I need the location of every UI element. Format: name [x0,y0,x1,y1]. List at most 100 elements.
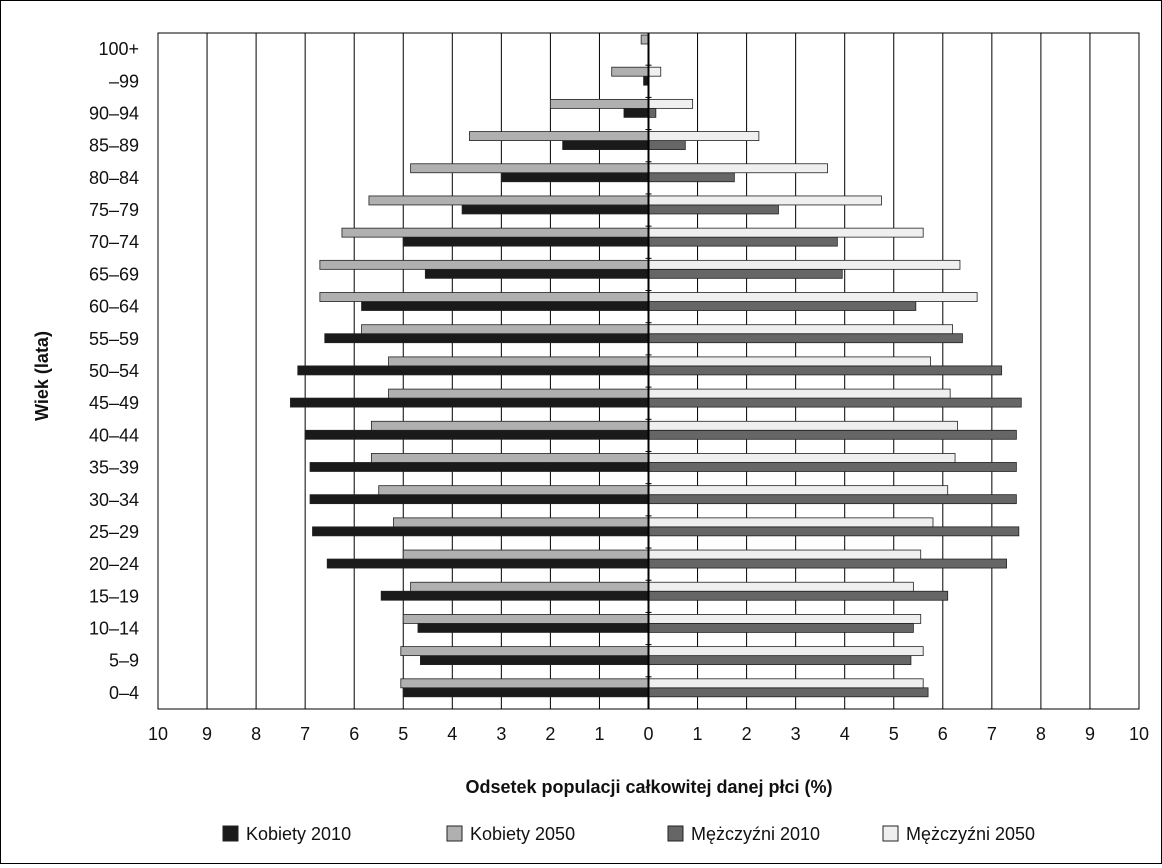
bar-mężczyźni-2010-11 [648,333,963,344]
y-tick-label: 15–19 [89,586,139,606]
y-tick-label: 30–34 [89,490,139,510]
bar-kobiety-2050-17 [469,131,649,141]
bar-kobiety-2050-18 [550,98,649,109]
bar-mężczyźni-2010-7 [648,462,1017,472]
axes [645,32,652,710]
bar-mężczyźni-2010-6 [648,494,1017,505]
bars [290,34,1022,698]
x-tick-label: 3 [496,724,506,744]
bar-mężczyźni-2050-19 [648,66,662,77]
bar-kobiety-2050-1 [400,646,649,657]
x-tick-label: 6 [349,724,359,744]
x-tick-label: 7 [300,724,310,744]
bar-mężczyźni-2050-5 [648,517,934,528]
bar-kobiety-2050-6 [378,485,649,496]
x-tick-label: 8 [1036,724,1046,744]
bar-kobiety-2050-2 [402,614,649,624]
bar-mężczyźni-2050-13 [648,259,961,270]
bar-mężczyźni-2010-15 [648,204,779,215]
x-tick-label: 10 [148,724,168,744]
legend-label: Kobiety 2010 [246,824,351,844]
bar-kobiety-2010-3 [380,590,649,601]
bar-mężczyźni-2010-1 [648,655,912,666]
bar-kobiety-2050-19 [611,66,649,77]
bar-mężczyźni-2010-4 [648,558,1007,569]
x-tick-label: 6 [938,724,948,744]
x-tick-label: 2 [545,724,555,744]
bar-kobiety-2010-6 [309,494,649,505]
x-tick-label: 1 [594,724,604,744]
legend: Kobiety 2010 Kobiety 2050 Mężczyźni 2010 Mę… [222,824,1035,844]
bar-kobiety-2010-0 [402,687,649,698]
bar-kobiety-2050-10 [388,356,649,367]
bar-mężczyźni-2010-0 [648,687,929,698]
y-tick-label: 40–44 [89,425,139,445]
bar-kobiety-2050-16 [410,163,649,174]
bar-mężczyźni-2010-2 [648,623,914,633]
y-tick-label: 70–74 [89,232,139,252]
bar-kobiety-2050-15 [368,195,649,206]
x-tick-label: 0 [643,724,653,744]
y-tick-label: 55–59 [89,329,139,349]
bar-kobiety-2010-16 [500,172,649,183]
legend-label: Mężczyźni 2050 [906,824,1035,844]
legend-swatch [446,825,463,842]
bar-mężczyźni-2010-14 [648,236,838,247]
bar-kobiety-2010-2 [417,623,649,633]
bar-kobiety-2050-5 [393,517,649,528]
bar-kobiety-2010-11 [324,333,649,344]
x-tick-label: 1 [693,724,703,744]
bar-mężczyźni-2010-9 [648,397,1022,408]
bar-mężczyźni-2050-14 [648,227,924,238]
y-tick-label: 5–9 [109,651,139,671]
bar-kobiety-2050-8 [370,420,649,431]
bar-mężczyźni-2010-12 [648,301,917,311]
bar-mężczyźni-2050-9 [648,388,951,399]
bar-kobiety-2010-8 [304,429,649,440]
bar-kobiety-2010-5 [312,526,649,537]
bar-kobiety-2010-13 [424,268,649,279]
legend-label: Mężczyźni 2010 [691,824,820,844]
y-tick-label: 50–54 [89,361,139,381]
x-tick-label: 5 [398,724,408,744]
legend-label: Kobiety 2050 [470,824,575,844]
bar-kobiety-2010-15 [461,204,649,215]
bar-mężczyźni-2050-0 [648,678,924,689]
bar-kobiety-2010-18 [623,107,649,118]
bar-mężczyźni-2050-4 [648,549,922,560]
bar-mężczyźni-2050-8 [648,420,958,431]
x-tick-label: 9 [1085,724,1095,744]
y-tick-label: 60–64 [89,297,139,317]
bar-mężczyźni-2050-7 [648,453,956,463]
y-tick-label: 10–14 [89,619,139,639]
bar-kobiety-2010-10 [297,365,649,376]
bar-mężczyźni-2010-8 [648,429,1017,440]
bar-kobiety-2050-11 [361,324,649,335]
x-tick-label: 9 [202,724,212,744]
y-tick-label: 25–29 [89,522,139,542]
y-tick-label: 75–79 [89,200,139,220]
bar-mężczyźni-2050-12 [648,292,978,302]
bar-mężczyźni-2050-17 [648,131,760,141]
bar-mężczyźni-2050-18 [648,98,694,109]
y-tick-label: 0–4 [109,683,139,703]
x-tick-labels: 10 9 8 7 6 5 4 3 2 1 0 1 2 3 4 5 6 7 8 9 10 [148,724,1149,744]
x-tick-label: 4 [447,724,457,744]
x-tick-label: 8 [251,724,261,744]
x-tick-label: 5 [889,724,899,744]
x-tick-label: 10 [1129,724,1149,744]
bar-kobiety-2010-12 [361,301,649,311]
bar-kobiety-2010-1 [420,655,649,666]
bar-mężczyźni-2050-15 [648,195,882,206]
x-tick-label: 4 [840,724,850,744]
bar-mężczyźni-2050-2 [648,614,922,624]
x-axis-title: Odsetek populacji całkowitej danej płci … [465,777,832,797]
y-tick-label: 85–89 [89,136,139,156]
bar-kobiety-2050-0 [400,678,649,689]
bar-mężczyźni-2010-5 [648,526,1020,537]
bar-mężczyźni-2010-18 [648,107,657,118]
bar-kobiety-2050-14 [341,227,649,238]
y-tick-label: 45–49 [89,393,139,413]
